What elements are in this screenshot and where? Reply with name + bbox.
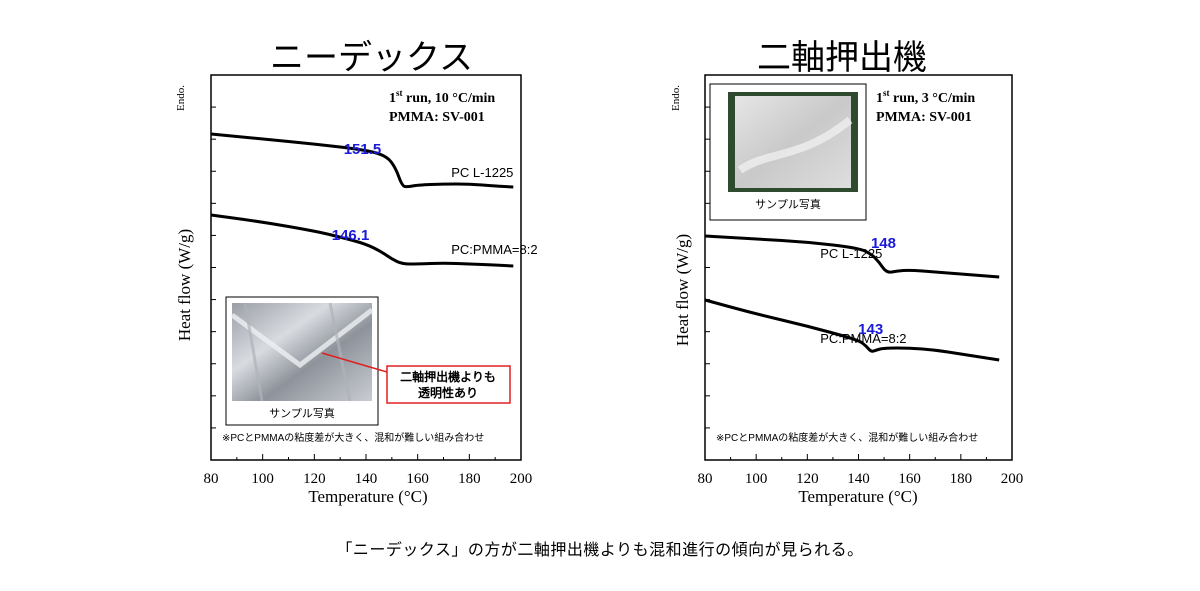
panel-title-right: 二軸押出機 — [757, 38, 927, 78]
chart-left: 80 100 120 140 160 180 200 Endo. Heat flow (W/… — [175, 74, 538, 506]
x-tick-label: 120 — [796, 471, 819, 487]
series-name-label: PC L-1225 — [451, 165, 513, 180]
x-tick-label: 200 — [1001, 471, 1024, 487]
series-line — [704, 298, 1000, 362]
y-axis-ticks — [705, 106, 710, 429]
series-name-label: PC L-1225 — [820, 246, 882, 261]
endo-label: Endo. — [175, 85, 187, 111]
photo-texture — [243, 302, 352, 402]
series-name-label: PC:PMMA=8:2 — [451, 242, 537, 257]
x-tick-labels: 80 100 120 140 160 180 200 — [204, 471, 533, 487]
y-axis-label: Heat flow (W/g) — [673, 234, 692, 346]
x-tick-label: 180 — [458, 471, 481, 487]
tg-value-label: 151.5 — [344, 141, 382, 158]
callout-box — [386, 365, 511, 404]
x-tick-label: 160 — [898, 471, 921, 487]
callout-line2: 透明性あり — [418, 385, 478, 400]
series-line — [210, 132, 514, 189]
run-condition: 1st run, 3 °C/min — [876, 88, 975, 106]
sample-photo — [232, 303, 372, 401]
x-tick-label: 180 — [950, 471, 973, 487]
figure-caption: 「ニーデックス」の方が二軸押出機よりも混和進行の傾向が見られる。 — [336, 540, 864, 559]
tg-value-label: 143 — [858, 321, 883, 338]
sample-photo — [735, 96, 851, 188]
photo-caption: サンプル写真 — [755, 197, 821, 211]
series-line — [210, 213, 514, 268]
x-tick-label: 160 — [406, 471, 429, 487]
y-axis-ticks — [211, 106, 216, 429]
x-axis-ticks — [704, 454, 1013, 460]
x-tick-labels: 80 100 120 140 160 180 200 — [698, 471, 1024, 487]
footnote: ※PCとPMMAの粘度差が大きく、混和が難しい組み合わせ — [222, 431, 484, 444]
material-condition: PMMA: SV-001 — [876, 110, 972, 125]
x-tick-label: 100 — [251, 471, 274, 487]
x-tick-label: 140 — [847, 471, 870, 487]
series-line — [704, 234, 1000, 279]
chart-right: 80 100 120 140 160 180 200 Endo. Heat flow (W/… — [670, 74, 1024, 506]
tg-value-label: 148 — [871, 235, 896, 252]
series-group: PC L-1225 151.5 PC:PMMA=8:2 146.1 — [210, 132, 538, 268]
tg-value-label: 146.1 — [332, 227, 370, 244]
x-tick-label: 80 — [698, 471, 713, 487]
x-tick-label: 200 — [510, 471, 533, 487]
x-tick-label: 120 — [303, 471, 326, 487]
x-axis-label: Temperature (°C) — [798, 487, 917, 506]
x-tick-label: 100 — [745, 471, 768, 487]
x-axis-label: Temperature (°C) — [308, 487, 427, 506]
callout-pointer — [321, 352, 388, 373]
photo-caption: サンプル写真 — [269, 406, 335, 420]
callout-line1: 二軸押出機よりも — [400, 369, 496, 384]
photo-highlight — [230, 308, 374, 369]
photo-highlight — [737, 116, 853, 174]
panel-title-left: ニーデックス — [270, 38, 473, 78]
x-axis-ticks — [210, 454, 522, 460]
material-condition: PMMA: SV-001 — [389, 110, 485, 125]
endo-label: Endo. — [670, 85, 682, 111]
x-tick-label: 140 — [355, 471, 378, 487]
x-tick-label: 80 — [204, 471, 219, 487]
run-condition: 1st run, 10 °C/min — [389, 88, 495, 106]
y-axis-label: Heat flow (W/g) — [175, 229, 194, 341]
series-name-label: PC:PMMA=8:2 — [820, 331, 906, 346]
footnote: ※PCとPMMAの粘度差が大きく、混和が難しい組み合わせ — [716, 431, 978, 444]
